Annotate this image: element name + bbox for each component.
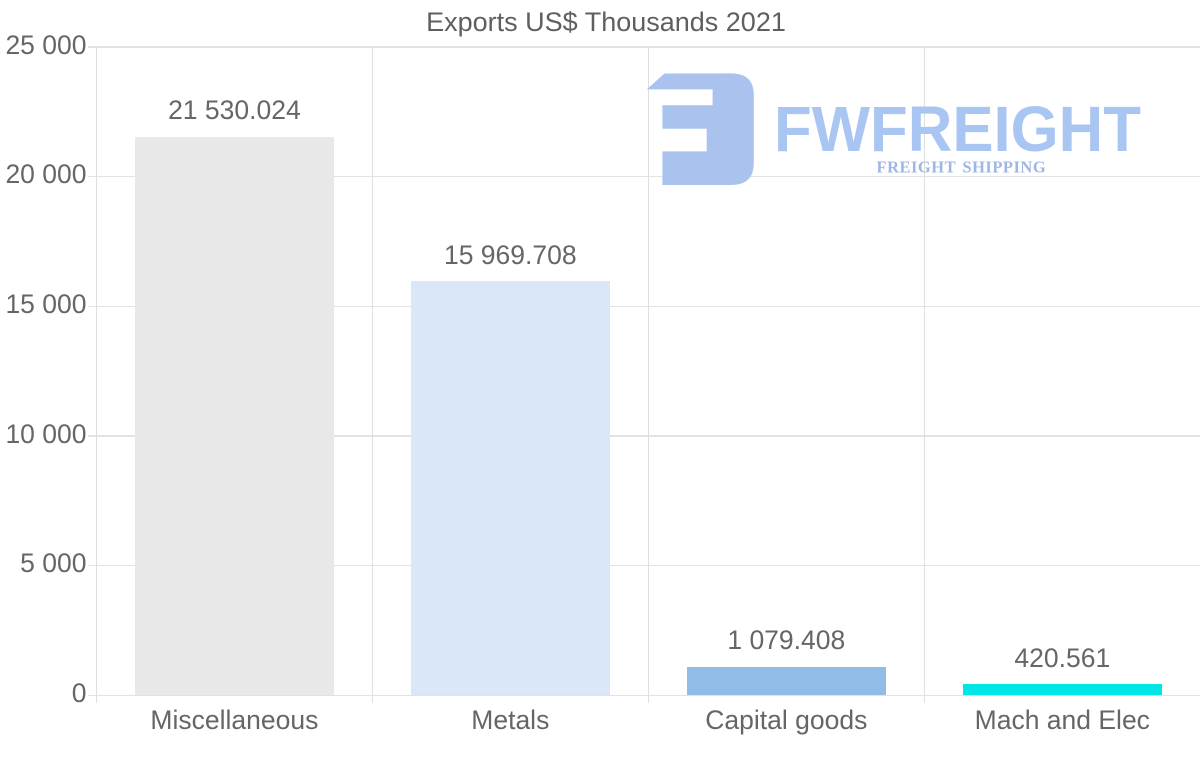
svg-text:FREIGHT SHIPPING: FREIGHT SHIPPING [877,158,1047,177]
svg-text:FWFREIGHT: FWFREIGHT [774,93,1141,165]
